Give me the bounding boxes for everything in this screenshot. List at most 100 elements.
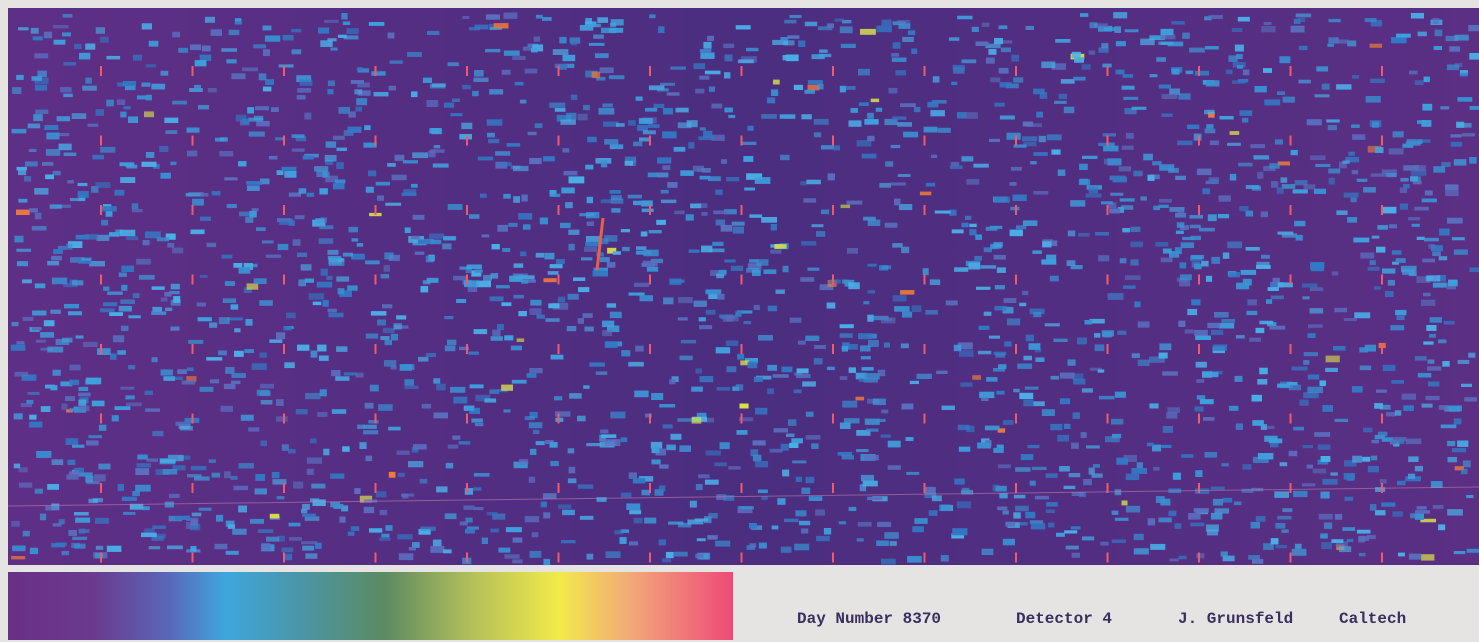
speckle <box>1227 143 1241 146</box>
speckle <box>1013 512 1021 518</box>
speckle <box>804 198 817 202</box>
speckle <box>234 328 240 332</box>
speckle <box>1238 17 1250 22</box>
speckle <box>96 182 111 188</box>
speckle <box>1041 62 1055 69</box>
speckle <box>434 413 449 419</box>
speckle <box>1119 166 1131 171</box>
speckle <box>381 274 390 278</box>
speckle <box>1207 323 1219 328</box>
speckle <box>1359 347 1368 352</box>
speckle <box>1462 133 1475 136</box>
speckle <box>974 256 982 261</box>
speckle <box>876 108 882 112</box>
speckle <box>426 256 434 263</box>
speckle <box>1256 516 1266 522</box>
speckle <box>1335 419 1349 422</box>
speckle <box>1357 530 1371 534</box>
speckle <box>383 328 395 333</box>
speckle <box>1426 325 1436 331</box>
speckle <box>726 366 736 372</box>
speckle <box>569 467 576 474</box>
speckle <box>613 251 621 255</box>
speckle <box>634 518 643 524</box>
speckle <box>1463 461 1471 468</box>
speckle <box>1400 204 1408 210</box>
speckle <box>1032 250 1042 254</box>
speckle <box>1293 427 1304 431</box>
speckle <box>172 32 180 38</box>
speckle <box>959 447 970 452</box>
speckle <box>1370 260 1376 265</box>
speckle <box>645 108 657 112</box>
speckle <box>697 168 709 172</box>
speckle <box>774 428 789 432</box>
speckle <box>502 248 510 252</box>
speckle <box>1441 162 1450 167</box>
speckle <box>135 485 151 492</box>
speckle <box>1166 412 1177 418</box>
speckle <box>705 480 719 485</box>
speckle <box>1440 106 1449 109</box>
speckle <box>790 318 802 323</box>
speckle <box>1130 259 1138 265</box>
speckle <box>41 406 51 412</box>
speckle <box>1236 54 1243 59</box>
speckle <box>167 243 174 248</box>
speckle <box>442 243 451 249</box>
speckle <box>411 184 418 188</box>
speckle <box>609 75 625 79</box>
speckle <box>96 546 103 550</box>
speckle <box>161 71 169 76</box>
speckle <box>92 401 105 407</box>
speckle <box>986 227 998 231</box>
speckle <box>433 540 442 547</box>
speckle <box>881 435 891 438</box>
speckle <box>536 441 545 445</box>
speckle <box>250 519 264 524</box>
speckle <box>18 199 27 203</box>
speckle <box>1414 207 1429 211</box>
speckle <box>98 464 110 470</box>
speckle <box>1003 510 1009 514</box>
speckle <box>1025 387 1039 390</box>
speckle <box>812 54 825 59</box>
speckle <box>292 49 302 54</box>
speckle <box>621 437 627 442</box>
speckle <box>504 51 520 56</box>
speckle <box>65 396 75 401</box>
speckle <box>628 362 644 367</box>
speckle <box>1320 380 1326 386</box>
speckle <box>335 376 349 381</box>
speckle <box>1085 320 1093 325</box>
speckle <box>994 38 1003 44</box>
speckle <box>1045 323 1060 326</box>
speckle <box>1162 371 1178 375</box>
speckle <box>1408 456 1418 462</box>
speckle <box>533 430 539 434</box>
speckle <box>1211 513 1222 520</box>
speckle <box>109 312 123 316</box>
speckle <box>209 459 216 463</box>
speckle <box>453 276 467 281</box>
speckle <box>1392 250 1402 254</box>
speckle <box>16 210 30 215</box>
speckle <box>305 279 314 283</box>
speckle <box>1310 308 1324 313</box>
speckle <box>144 111 154 117</box>
speckle <box>678 122 692 128</box>
speckle <box>487 133 495 138</box>
speckle <box>700 376 714 382</box>
speckle <box>1242 118 1248 123</box>
speckle <box>708 513 717 518</box>
speckle <box>550 194 560 197</box>
speckle <box>1003 420 1014 425</box>
speckle <box>377 195 384 200</box>
speckle <box>364 507 375 513</box>
speckle <box>330 474 344 479</box>
speckle <box>941 555 949 561</box>
speckle <box>914 518 927 524</box>
speckle <box>343 253 353 257</box>
speckle <box>586 236 600 242</box>
speckle <box>558 505 571 509</box>
